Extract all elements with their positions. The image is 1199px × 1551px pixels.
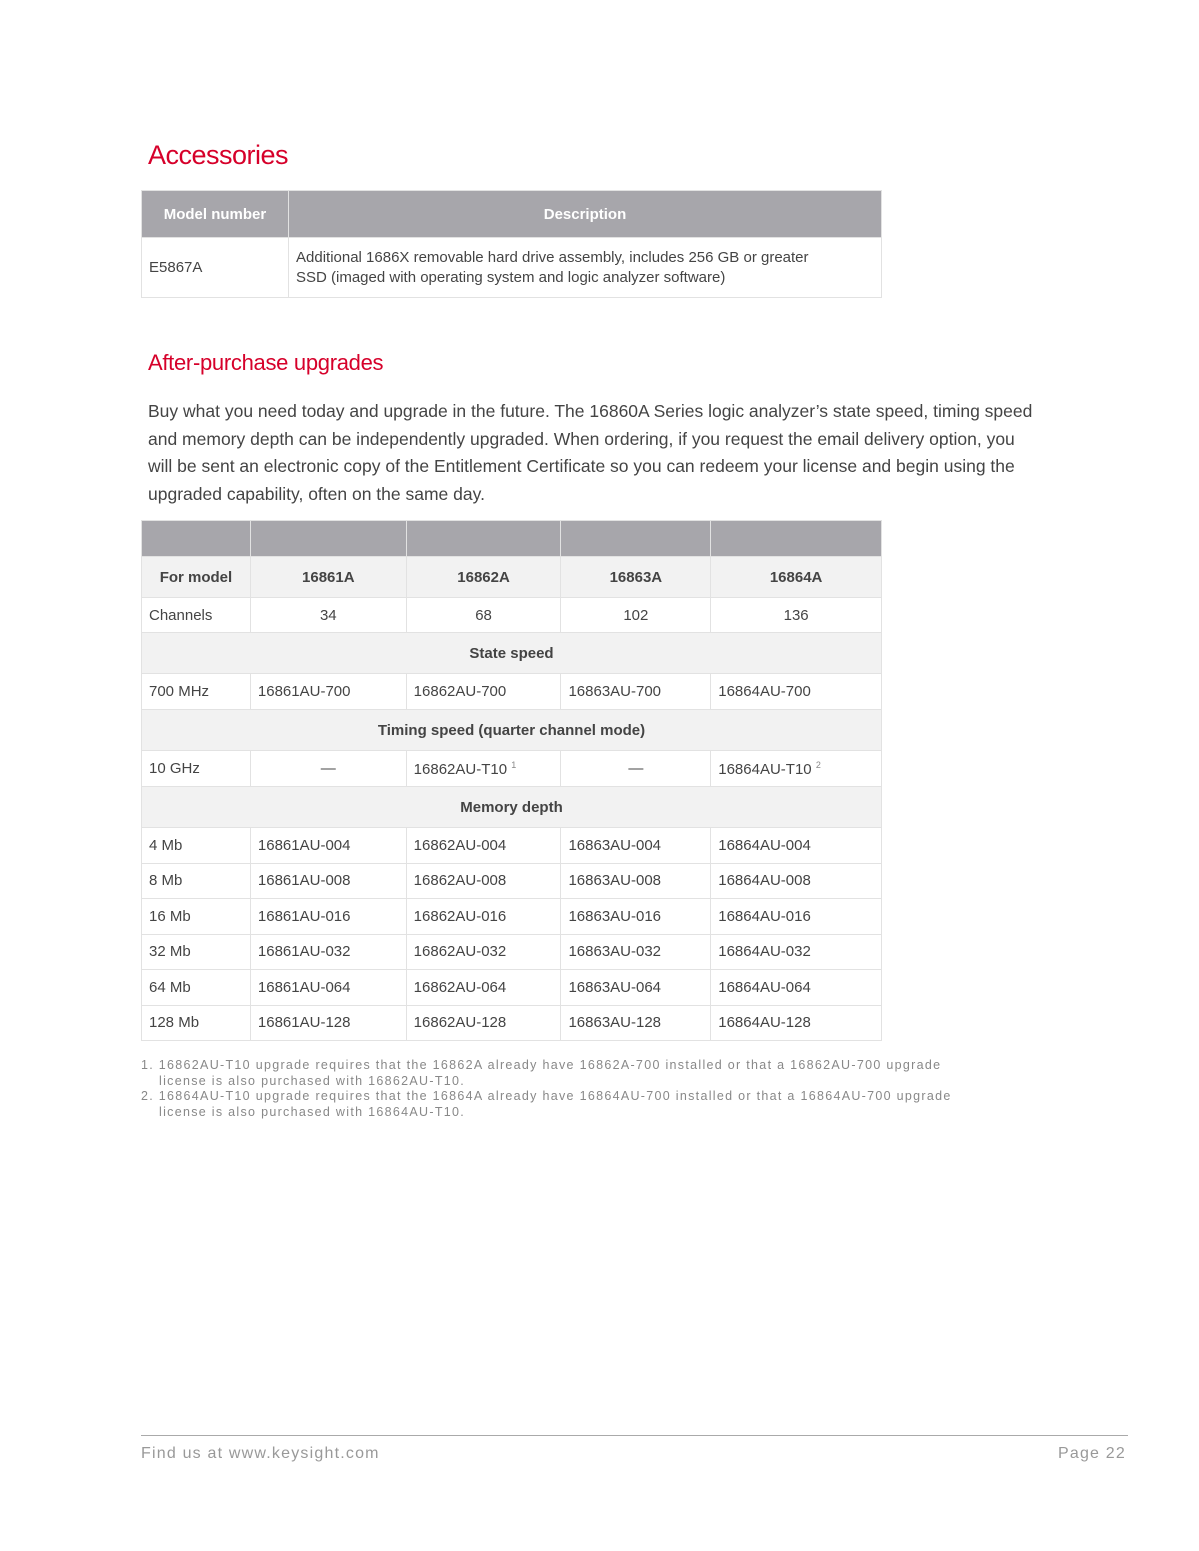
memory-depth-section: Memory depth	[141, 786, 882, 828]
table-cell: 16863AU-064	[560, 969, 712, 1006]
table-cell: 32 Mb	[141, 933, 251, 970]
table-cell: 16861AU-700	[249, 673, 407, 710]
memory-row: 32 Mb 16861AU-032 16862AU-032 16863AU-032 16…	[141, 933, 882, 970]
memory-row: 16 Mb 16861AU-016 16862AU-016 16863AU-016 16…	[141, 898, 882, 935]
table-cell: For model	[141, 556, 251, 598]
timing-row: 10 GHz —16862AU-T10 1—16864AU-T10 2	[141, 750, 882, 787]
table-cell: 16862AU-T10 1	[405, 750, 562, 787]
upgrades-title: After-purchase upgrades	[148, 350, 384, 375]
description-line: SSD (imaged with operating system and lo…	[296, 268, 726, 286]
table-cell: 102	[560, 597, 712, 633]
footnote-1: 1. 16862AU-T10 upgrade requires that the…	[141, 1057, 941, 1089]
timing-speed-section: Timing speed (quarter channel mode)	[141, 709, 882, 751]
table-cell: 16864AU-064	[710, 969, 882, 1006]
table-cell: 16863A	[560, 556, 712, 598]
table-cell: 16862AU-004	[405, 827, 562, 864]
upgrades-intro: Buy what you need today and upgrade in t…	[148, 401, 1033, 504]
table-cell: 16864AU-016	[710, 898, 882, 935]
table-cell: 16864AU-128	[710, 1004, 882, 1041]
model-header-row: For model 16861A 16862A 16863A 16864A	[141, 556, 882, 598]
table-cell: 16864AU-700	[710, 673, 882, 710]
table-cell: 16864AU-T10 2	[710, 750, 882, 787]
table-cell: 700 MHz	[141, 673, 251, 710]
footnote-line: 2. 16864AU-T10 upgrade requires that the…	[141, 1089, 952, 1103]
table-cell: 16862AU-128	[405, 1004, 562, 1041]
footnote-2: 2. 16864AU-T10 upgrade requires that the…	[141, 1088, 952, 1120]
table-cell: 16863AU-004	[560, 827, 712, 864]
table-cell: 16863AU-128	[560, 1004, 712, 1041]
table-cell: 16861A	[249, 556, 407, 598]
table-cell: 16862AU-032	[405, 933, 562, 970]
table-cell: —	[560, 750, 712, 787]
section-title: State speed	[141, 632, 882, 674]
footer-website[interactable]: Find us at www.keysight.com	[141, 1445, 380, 1462]
accessories-title: Accessories	[148, 140, 289, 170]
blank-header-row	[141, 520, 882, 557]
page-number: Page 22	[1057, 1445, 1126, 1462]
section-title: Memory depth	[141, 786, 882, 828]
footnote-line: license is also purchased with 16862AU-T…	[159, 1074, 466, 1088]
table-cell: 16864A	[710, 556, 882, 598]
table-cell: 16863AU-016	[560, 898, 712, 935]
table-cell: 16863AU-008	[560, 862, 712, 899]
table-cell: 16861AU-004	[249, 827, 407, 864]
table-cell: 16862AU-700	[405, 673, 562, 710]
table-cell: 16864AU-004	[710, 827, 882, 864]
table-cell: 16861AU-008	[249, 862, 407, 899]
table-cell: 10 GHz	[141, 750, 251, 787]
description-line: Additional 1686X removable hard drive as…	[296, 248, 809, 266]
footnote-line: license is also purchased with 16864AU-T…	[159, 1105, 466, 1119]
footnote-ref: 1	[511, 759, 517, 770]
table-cell: 16864AU-008	[710, 862, 882, 899]
table-cell: 16861AU-032	[249, 933, 407, 970]
model-cell: E5867A	[141, 237, 289, 298]
footnote-line: 1. 16862AU-T10 upgrade requires that the…	[141, 1058, 942, 1072]
table-cell: 34	[249, 597, 407, 633]
table-cell: 16861AU-016	[249, 898, 407, 935]
state-speed-section: State speed	[141, 632, 882, 674]
table-cell: 68	[405, 597, 562, 633]
header-model: Model number	[141, 190, 289, 238]
table-cell: 16863AU-032	[560, 933, 712, 970]
footer-divider	[141, 1435, 1128, 1436]
table-cell: 16862AU-016	[405, 898, 562, 935]
table-cell: 16864AU-032	[710, 933, 882, 970]
table-cell: Channels	[141, 597, 251, 633]
state-row: 700 MHz 16861AU-700 16862AU-700 16863AU-700…	[141, 673, 882, 710]
table-cell: 16861AU-128	[249, 1004, 407, 1041]
table-cell: 16862AU-064	[405, 969, 562, 1006]
table-cell: 136	[710, 597, 882, 633]
table-cell: 64 Mb	[141, 969, 251, 1006]
table-cell: —	[249, 750, 407, 787]
memory-row: 4 Mb 16861AU-004 16862AU-004 16863AU-004 168…	[141, 827, 882, 864]
table-cell: 16861AU-064	[249, 969, 407, 1006]
table-row: E5867A Additional 1686X removable hard dr…	[141, 237, 882, 298]
table-cell: 16862AU-008	[405, 862, 562, 899]
header-description: Description	[288, 190, 882, 238]
section-title: Timing speed (quarter channel mode)	[141, 709, 882, 751]
upgrades-table: For model 16861A 16862A 16863A 16864A Channel…	[141, 520, 882, 1041]
memory-row: 8 Mb 16861AU-008 16862AU-008 16863AU-008 168…	[141, 862, 882, 899]
table-cell: 128 Mb	[141, 1004, 251, 1041]
table-cell: 4 Mb	[141, 827, 251, 864]
table-cell: 16863AU-700	[560, 673, 712, 710]
memory-row: 128 Mb 16861AU-128 16862AU-128 16863AU-128 1…	[141, 1004, 882, 1041]
table-cell: 8 Mb	[141, 862, 251, 899]
footnote-ref: 2	[815, 759, 821, 770]
accessories-table: Model number Description E5867A Additional…	[141, 190, 882, 298]
table-cell: 16862A	[405, 556, 562, 598]
channels-row: Channels 34 68 102 136	[141, 597, 882, 633]
table-cell: 16 Mb	[141, 898, 251, 935]
memory-row: 64 Mb 16861AU-064 16862AU-064 16863AU-064 16…	[141, 969, 882, 1006]
